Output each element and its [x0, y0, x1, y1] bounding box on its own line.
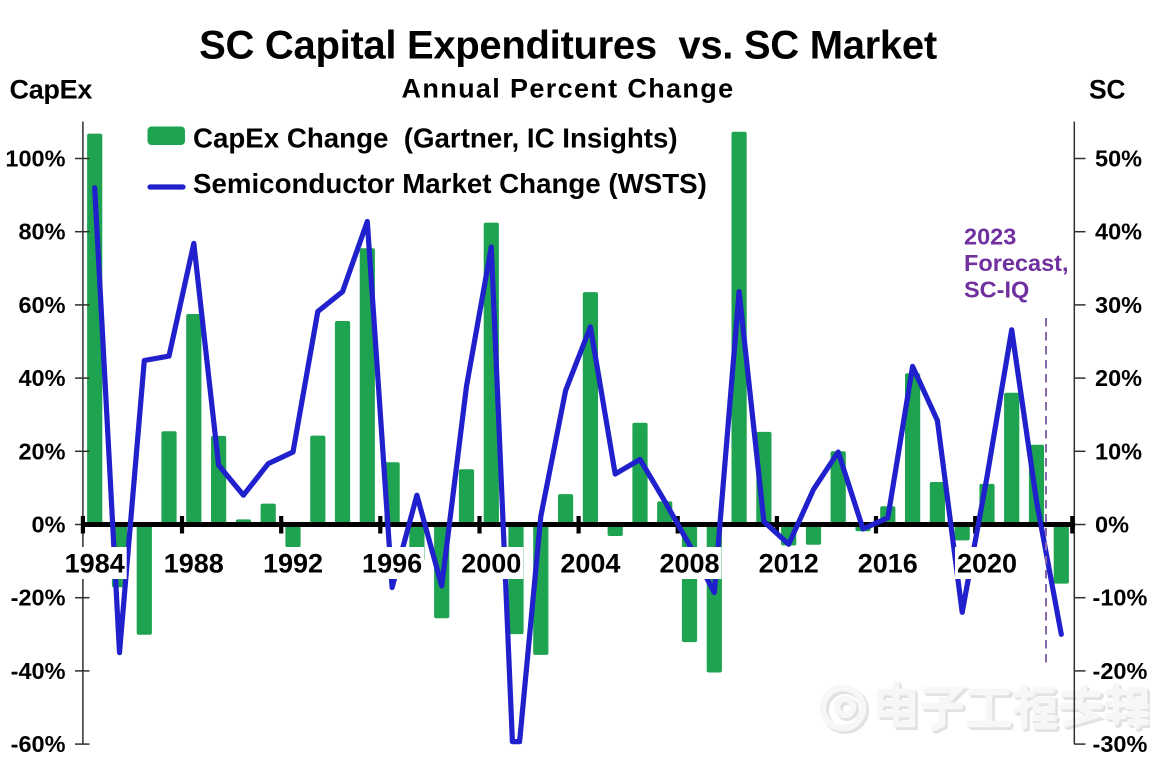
svg-text:2016: 2016 [858, 549, 918, 579]
svg-text:20%: 20% [18, 438, 65, 464]
svg-text:-60%: -60% [11, 731, 66, 757]
svg-text:1984: 1984 [65, 549, 125, 579]
svg-text:-10%: -10% [1093, 585, 1148, 611]
svg-text:SC-IQ: SC-IQ [964, 277, 1029, 303]
svg-text:Semiconductor Market Change (W: Semiconductor Market Change (WSTS) [193, 168, 707, 199]
svg-text:60%: 60% [18, 292, 65, 318]
svg-text:0%: 0% [32, 512, 66, 538]
svg-text:2008: 2008 [659, 549, 719, 579]
svg-text:-20%: -20% [1093, 658, 1148, 684]
svg-text:CapEx Change (Gartner, IC Ins: CapEx Change (Gartner, IC Insights) [193, 123, 678, 154]
svg-text:1996: 1996 [362, 549, 422, 579]
svg-text:CapEx: CapEx [10, 75, 93, 105]
svg-text:Forecast,: Forecast, [964, 250, 1069, 276]
svg-text:-40%: -40% [11, 658, 66, 684]
svg-text:SC: SC [1089, 75, 1125, 105]
svg-text:10%: 10% [1095, 438, 1142, 464]
svg-text:100%: 100% [5, 146, 65, 172]
svg-text:2020: 2020 [957, 549, 1017, 579]
svg-text:0%: 0% [1095, 512, 1129, 538]
svg-text:1992: 1992 [263, 549, 323, 579]
svg-text:80%: 80% [18, 219, 65, 245]
svg-text:2023: 2023 [964, 224, 1016, 250]
svg-text:Annual Percent Change: Annual Percent Change [402, 73, 735, 103]
svg-text:30%: 30% [1095, 292, 1142, 318]
svg-text:1988: 1988 [164, 549, 224, 579]
svg-text:SC Capital Expenditures vs. S: SC Capital Expenditures vs. SC Market [199, 23, 937, 67]
svg-text:2004: 2004 [560, 549, 620, 579]
svg-text:2012: 2012 [759, 549, 819, 579]
svg-text:40%: 40% [1095, 219, 1142, 245]
svg-text:40%: 40% [18, 365, 65, 391]
svg-text:2000: 2000 [461, 549, 521, 579]
svg-text:50%: 50% [1095, 146, 1142, 172]
svg-text:-20%: -20% [11, 585, 66, 611]
svg-text:20%: 20% [1095, 365, 1142, 391]
svg-text:-30%: -30% [1093, 731, 1148, 757]
